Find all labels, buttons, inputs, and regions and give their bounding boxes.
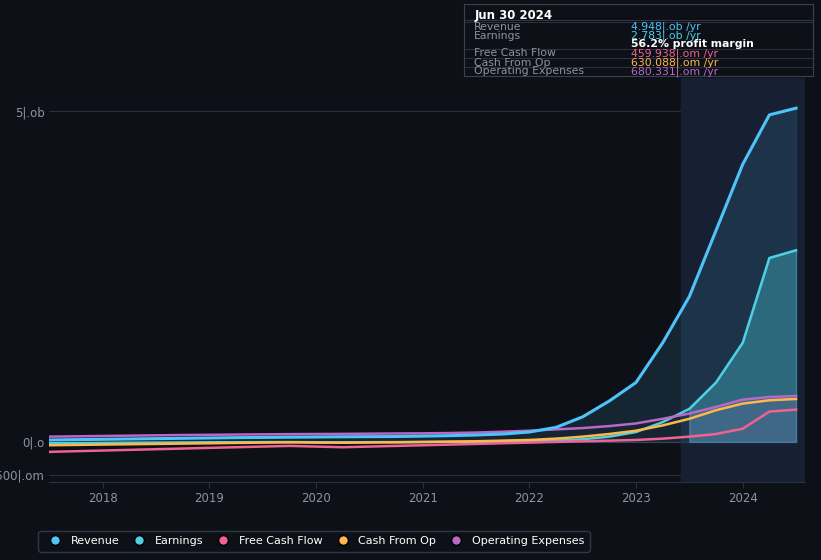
Text: 2.783|.ob /yr: 2.783|.ob /yr — [631, 31, 701, 41]
Text: Cash From Op: Cash From Op — [475, 58, 551, 68]
Bar — [681, 78, 805, 482]
Text: 680.331|.om /yr: 680.331|.om /yr — [631, 66, 718, 77]
Text: 56.2% profit margin: 56.2% profit margin — [631, 39, 754, 49]
Legend: Revenue, Earnings, Free Cash Flow, Cash From Op, Operating Expenses: Revenue, Earnings, Free Cash Flow, Cash … — [39, 530, 589, 552]
Text: Free Cash Flow: Free Cash Flow — [475, 48, 556, 58]
Text: Earnings: Earnings — [475, 31, 521, 41]
Text: Revenue: Revenue — [475, 22, 522, 32]
Text: 4.948|.ob /yr: 4.948|.ob /yr — [631, 22, 701, 32]
Text: Operating Expenses: Operating Expenses — [475, 66, 585, 76]
Text: 630.088|.om /yr: 630.088|.om /yr — [631, 58, 718, 68]
Text: Jun 30 2024: Jun 30 2024 — [475, 9, 553, 22]
Text: 459.938|.om /yr: 459.938|.om /yr — [631, 48, 718, 59]
